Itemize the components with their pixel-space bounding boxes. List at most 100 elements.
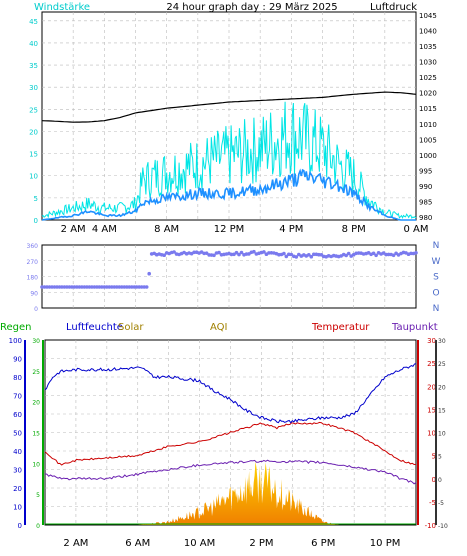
- wind-tick-label: 30: [29, 84, 38, 92]
- wind-x-tick-label: 2 AM: [61, 224, 86, 235]
- dewpoint-tick-label: 30: [438, 338, 446, 345]
- legend-aqi-label: AQI: [210, 322, 228, 333]
- climate-x-tick-label: 10 PM: [370, 538, 401, 549]
- direction-point: [309, 254, 314, 259]
- humidity-tick-label: 50: [13, 430, 22, 438]
- dewpoint-tick-label: 0: [438, 477, 442, 484]
- legend-temperatur-label: Temperatur: [311, 322, 370, 333]
- wind-x-tick-label: 8 PM: [342, 224, 366, 235]
- direction-point: [112, 285, 117, 289]
- temperature-tick-label: 0: [432, 476, 436, 484]
- direction-point: [40, 285, 44, 289]
- direction-point: [115, 285, 119, 289]
- direction-point: [142, 285, 146, 289]
- direction-point: [127, 285, 132, 289]
- wind-x-tick-label: 4 AM: [92, 224, 117, 235]
- direction-point: [346, 251, 351, 256]
- wind-axis-title: Windstärke: [34, 2, 90, 13]
- direction-point: [42, 285, 47, 289]
- direction-point: [237, 252, 241, 257]
- dewpoint-series-line: [44, 459, 417, 485]
- direction-point: [374, 253, 378, 258]
- pressure-tick-label: 1030: [419, 59, 437, 67]
- direction-point: [110, 285, 114, 289]
- direction-point: [162, 253, 166, 257]
- wind-x-tick-label: 0 AM: [403, 224, 428, 235]
- pressure-tick-label: 1025: [419, 74, 437, 82]
- direction-point: [55, 285, 59, 289]
- direction-point: [144, 285, 149, 289]
- dewpoint-tick-label: 10: [438, 431, 446, 438]
- temperature-tick-label: 25: [427, 360, 436, 368]
- temperature-tick-label: 20: [427, 383, 436, 391]
- humidity-tick-label: 70: [13, 393, 22, 401]
- climate-x-tick-label: 2 AM: [63, 538, 88, 549]
- direction-point: [102, 285, 107, 289]
- humidity-tick-label: 0: [18, 522, 22, 530]
- solar-area: [45, 461, 416, 525]
- pressure-tick-label: 995: [419, 167, 432, 175]
- direction-point: [234, 250, 239, 255]
- wind-x-tick-label: 4 PM: [279, 224, 303, 235]
- legend-luftfeuchte-label: Luftfeuchte: [66, 322, 123, 333]
- humidity-tick-label: 10: [13, 504, 22, 512]
- direction-point: [87, 285, 92, 289]
- wind-tick-label: 25: [29, 106, 38, 114]
- direction-point: [125, 285, 129, 289]
- temperature-tick-label: 30: [427, 337, 436, 345]
- direction-point: [130, 285, 134, 289]
- pressure-series-line: [41, 91, 417, 123]
- humidity-tick-label: 90: [13, 356, 22, 364]
- direction-point: [67, 285, 72, 289]
- direction-point: [120, 285, 124, 289]
- pressure-tick-label: 1000: [419, 152, 437, 160]
- direction-point: [262, 250, 266, 254]
- direction-point: [212, 253, 216, 258]
- pressure-tick-label: 1045: [419, 12, 437, 20]
- direction-point: [45, 285, 49, 289]
- direction-tick-label: 360: [27, 243, 39, 250]
- rain-tick-label: 5: [36, 492, 40, 499]
- legend-regen-label: Regen: [0, 322, 32, 333]
- rain-tick-label: 30: [32, 338, 40, 345]
- direction-point: [92, 285, 97, 289]
- rain-tick-label: 20: [32, 400, 40, 407]
- rain-tick-label: 15: [32, 431, 40, 438]
- humidity-tick-label: 80: [13, 374, 22, 382]
- dewpoint-tick-label: 5: [438, 454, 442, 461]
- direction-tick-label: 270: [27, 259, 39, 266]
- direction-point: [391, 253, 396, 258]
- direction-point: [80, 285, 84, 289]
- compass-label: N: [433, 241, 440, 251]
- compass-label: N: [433, 304, 440, 314]
- climate-x-tick-label: 2 PM: [249, 538, 273, 549]
- wind-x-tick-label: 8 AM: [154, 224, 179, 235]
- direction-point: [90, 285, 94, 289]
- dewpoint-tick-label: 25: [438, 361, 446, 368]
- temperature-series-line: [44, 421, 417, 466]
- pressure-tick-label: 985: [419, 198, 432, 206]
- direction-point: [70, 285, 74, 289]
- dewpoint-tick-label: -5: [438, 500, 444, 507]
- direction-point: [100, 285, 104, 289]
- rain-tick-label: 10: [32, 461, 40, 468]
- direction-tick-label: 90: [30, 290, 38, 297]
- wind-series-line: [41, 168, 416, 221]
- direction-point: [134, 285, 139, 289]
- direction-point: [294, 255, 299, 259]
- direction-point: [137, 285, 141, 289]
- climate-x-tick-label: 6 AM: [125, 538, 150, 549]
- wind-tick-label: 15: [29, 151, 38, 159]
- direction-point: [117, 285, 122, 289]
- direction-point: [282, 251, 286, 256]
- rain-tick-label: 25: [32, 369, 40, 376]
- wind-tick-label: 35: [29, 62, 38, 70]
- direction-point: [122, 285, 127, 289]
- humidity-tick-label: 100: [9, 337, 22, 345]
- direction-point: [50, 285, 54, 289]
- humidity-tick-label: 40: [13, 448, 22, 456]
- wind-tick-label: 20: [29, 128, 38, 136]
- dewpoint-tick-label: 15: [438, 407, 446, 414]
